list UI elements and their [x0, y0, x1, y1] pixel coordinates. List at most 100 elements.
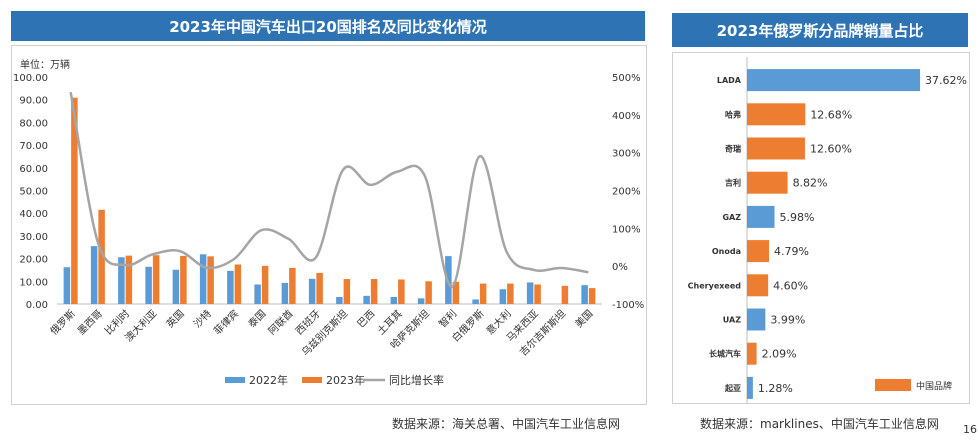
- left-chart-frame: 单位：万辆 0.00 10.00 20.00 30.00 40.00 50.00 60.00 7…: [11, 45, 647, 405]
- growth-rate-line: [69, 91, 589, 288]
- y2-tick-label: -100%: [612, 300, 644, 311]
- bar-2023: [479, 283, 487, 304]
- y-tick-label: 0.00: [26, 300, 48, 311]
- y-tick-label: 50.00: [19, 187, 48, 198]
- y-tick-label: 80.00: [19, 118, 48, 129]
- right-source-note: 数据来源：marklines、中国汽车工业信息网: [700, 417, 939, 431]
- bar-2022: [172, 269, 180, 304]
- brand-bar: [747, 69, 921, 92]
- value-label: 1.28%: [758, 382, 793, 395]
- category-label: UAZ: [723, 316, 741, 325]
- bar-2023: [180, 255, 187, 304]
- bar-2022: [499, 289, 507, 304]
- bar-2023: [234, 264, 242, 304]
- unit-label: 单位：万辆: [20, 58, 70, 71]
- category-label: GAZ: [722, 213, 741, 222]
- bar-2023: [534, 284, 541, 304]
- y2-tick-label: 500%: [612, 73, 641, 84]
- y-tick-label: 100.00: [13, 73, 48, 84]
- category-label: 哈弗: [725, 109, 741, 119]
- bar-2023: [425, 281, 432, 304]
- category-label: 吉利: [725, 178, 741, 188]
- legend-swatch: [225, 377, 245, 383]
- bar-2022: [63, 267, 71, 304]
- y-tick-label: 10.00: [19, 277, 48, 288]
- bar-2022: [254, 284, 261, 304]
- legend-label: 同比增长率: [389, 373, 444, 387]
- bar-2022: [526, 282, 534, 304]
- x-tick-label: 阿联酋: [265, 307, 295, 337]
- bar-2022: [227, 270, 234, 304]
- category-label: LADA: [717, 76, 742, 85]
- bar-2023: [507, 283, 514, 304]
- bar-2023: [125, 255, 133, 304]
- bar-2023: [343, 279, 351, 304]
- bar-2023: [588, 288, 596, 304]
- category-label: Cheryexeed: [688, 281, 742, 290]
- value-label: 4.79%: [774, 245, 809, 258]
- y-tick-label: 40.00: [19, 209, 48, 220]
- bar-2022: [581, 285, 588, 304]
- brand-bar: [747, 376, 753, 399]
- value-label: 2.09%: [762, 348, 797, 361]
- bar-2023: [71, 97, 78, 304]
- brand-bar: [747, 240, 770, 263]
- y-tick-label: 90.00: [19, 96, 48, 107]
- bar-2022: [363, 295, 370, 304]
- bar-2022: [417, 298, 425, 304]
- bar-2023: [561, 285, 569, 304]
- legend-label: 中国品牌: [916, 380, 952, 392]
- y2-tick-label: 300%: [612, 149, 641, 160]
- bar-2023: [98, 209, 105, 304]
- brand-bar: [747, 137, 805, 160]
- left-chart-title-text: 2023年中国汽车出口20国排名及同比变化情况: [169, 17, 487, 36]
- brand-bar: [747, 205, 775, 228]
- right-chart-title: 2023年俄罗斯分品牌销量占比: [672, 13, 968, 47]
- bar-2022: [336, 296, 343, 304]
- bar-2022: [472, 299, 479, 304]
- brand-bar: [747, 103, 806, 126]
- value-label: 12.60%: [810, 143, 852, 156]
- category-label: 起亚: [724, 383, 741, 393]
- x-tick-label: 墨西哥: [75, 308, 105, 338]
- y-tick-label: 20.00: [19, 255, 48, 266]
- category-label: Onoda: [712, 247, 741, 256]
- right-chart-title-text: 2023年俄罗斯分品牌销量占比: [716, 21, 924, 40]
- legend-swatch: [875, 379, 911, 391]
- brand-bar: [747, 171, 788, 194]
- brand-bar: [747, 308, 766, 331]
- bar-2023: [261, 265, 269, 304]
- bar-2022: [145, 266, 152, 304]
- y2-tick-label: 200%: [612, 187, 641, 198]
- legend-label: 2022年: [249, 373, 288, 387]
- left-chart-title: 2023年中国汽车出口20国排名及同比变化情况: [11, 11, 645, 41]
- page-number: 16: [963, 423, 977, 436]
- brand-bar: [747, 274, 769, 297]
- bar-2023: [316, 272, 323, 304]
- left-source-note: 数据来源：海关总署、中国汽车工业信息网: [392, 417, 621, 431]
- legend-swatch: [302, 377, 322, 383]
- category-label: 奇瑞: [725, 144, 741, 154]
- bar-2023: [152, 255, 160, 304]
- x-tick-label: 俄罗斯: [47, 307, 77, 337]
- y-tick-label: 70.00: [19, 141, 48, 152]
- bar-2022: [390, 296, 398, 304]
- legend-label: 2023年: [326, 373, 365, 387]
- bar-2022: [281, 282, 289, 304]
- y2-tick-label: 400%: [612, 111, 641, 122]
- value-label: 5.98%: [780, 211, 815, 224]
- x-tick-label: 美国: [572, 307, 595, 330]
- x-tick-label: 菲律宾: [211, 307, 241, 337]
- right-chart-frame: LADA 37.62% 哈弗 12.68% 奇瑞 12.60% 吉利 8.82% GAZ 5.98…: [672, 52, 970, 405]
- x-tick-label: 智利: [436, 307, 459, 330]
- x-tick-label: 沙特: [191, 308, 214, 331]
- y-tick-label: 60.00: [19, 164, 48, 175]
- y2-tick-label: 100%: [612, 224, 641, 235]
- bar-2023: [398, 279, 405, 304]
- x-tick-label: 巴西: [355, 308, 378, 331]
- x-tick-label: 泰国: [245, 307, 268, 330]
- bar-2022: [199, 254, 207, 304]
- bar-2022: [90, 246, 98, 304]
- bar-2023: [207, 256, 214, 304]
- value-label: 8.82%: [793, 177, 828, 190]
